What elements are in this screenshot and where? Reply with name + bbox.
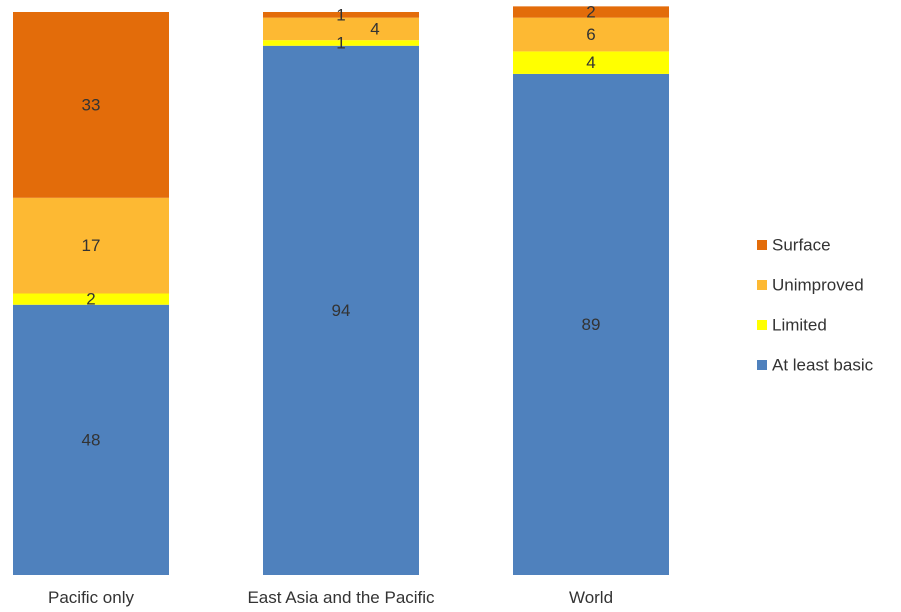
bar-segment-world-at-least-basic <box>513 73 669 576</box>
data-label-east-asia-and-the-pacific-unimproved: 4 <box>370 19 379 38</box>
bar-segment-world-limited <box>513 51 669 74</box>
legend-label-at-least-basic: At least basic <box>772 356 874 375</box>
data-label-east-asia-and-the-pacific-limited: 1 <box>336 33 345 52</box>
data-label-pacific-only-surface: 33 <box>82 95 101 114</box>
category-label-pacific-only: Pacific only <box>48 588 134 607</box>
legend-swatch-limited <box>757 320 767 330</box>
bar-segment-pacific-only-unimproved <box>13 197 169 294</box>
data-label-world-unimproved: 6 <box>586 25 595 44</box>
data-label-east-asia-and-the-pacific-at-least-basic: 94 <box>332 301 351 320</box>
bar-segment-east-asia-and-the-pacific-unimproved <box>263 17 419 41</box>
bar-segment-pacific-only-limited <box>13 293 169 305</box>
legend-label-unimproved: Unimproved <box>772 276 864 295</box>
data-label-pacific-only-at-least-basic: 48 <box>82 430 101 449</box>
bar-segment-pacific-only-surface <box>13 12 169 198</box>
bar-segment-east-asia-and-the-pacific-at-least-basic <box>263 45 419 575</box>
bar-segment-east-asia-and-the-pacific-limited <box>263 40 419 46</box>
data-label-world-surface: 2 <box>586 3 595 22</box>
category-label-world: World <box>569 588 613 607</box>
legend-swatch-unimproved <box>757 280 767 290</box>
bar-segment-east-asia-and-the-pacific-surface <box>263 12 419 18</box>
legend-swatch-at-least-basic <box>757 360 767 370</box>
category-label-east-asia-and-the-pacific: East Asia and the Pacific <box>247 588 435 607</box>
data-label-world-limited: 4 <box>586 53 595 72</box>
data-label-pacific-only-unimproved: 17 <box>82 236 101 255</box>
data-label-east-asia-and-the-pacific-surface: 1 <box>336 5 345 24</box>
data-label-world-at-least-basic: 89 <box>582 315 601 334</box>
legend-label-limited: Limited <box>772 316 827 335</box>
bar-segment-pacific-only-at-least-basic <box>13 304 169 575</box>
legend-label-surface: Surface <box>772 236 831 255</box>
bar-segment-world-unimproved <box>513 17 669 52</box>
legend-swatch-surface <box>757 240 767 250</box>
data-label-pacific-only-limited: 2 <box>86 290 95 309</box>
bar-segment-world-surface <box>513 6 669 18</box>
